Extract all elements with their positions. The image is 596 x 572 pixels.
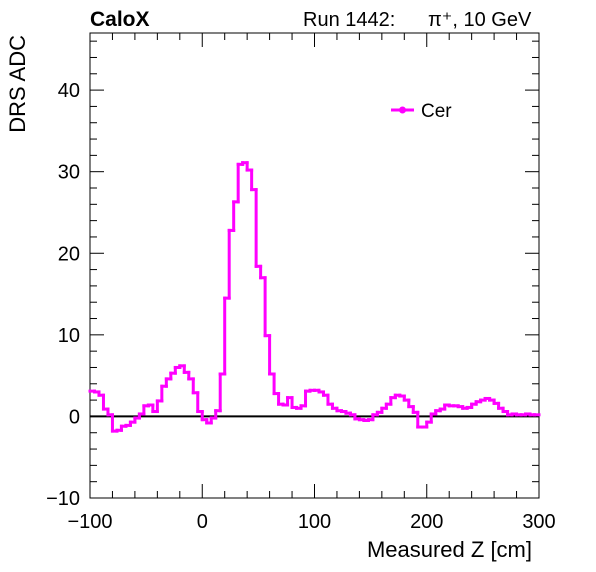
- y-axis-label: DRS ADC: [5, 35, 30, 133]
- legend-label-cer: Cer: [421, 101, 452, 122]
- run-label: Run 1442:: [303, 9, 395, 31]
- x-tick-label: 300: [522, 511, 555, 533]
- experiment-label: CaloX: [90, 8, 150, 31]
- y-tick-label: 30: [58, 162, 80, 184]
- y-tick-label: 20: [58, 243, 80, 265]
- y-tick-label: 0: [69, 406, 80, 428]
- y-axis-ticks: [90, 40, 539, 499]
- y-tick-label: −10: [46, 488, 80, 510]
- beam-label: π⁺, 10 GeV: [428, 9, 532, 31]
- x-tick-label: 200: [410, 511, 443, 533]
- x-axis-ticks: [89, 33, 540, 498]
- x-axis-label: Measured Z [cm]: [367, 537, 532, 562]
- x-tick-label: 0: [197, 511, 208, 533]
- x-tick-label: 100: [298, 511, 331, 533]
- series-layer: [88, 161, 541, 433]
- legend: Cer: [391, 101, 452, 122]
- series-cer: [88, 161, 541, 433]
- x-tick-label: −100: [67, 511, 112, 533]
- y-axis-tick-labels: −10 0 10 20 30 40: [46, 80, 80, 510]
- x-axis-tick-labels: −100 0 100 200 300: [67, 511, 555, 533]
- plot-frame: [89, 32, 540, 499]
- legend-marker-cer: [399, 106, 406, 114]
- y-tick-label: 40: [58, 80, 80, 102]
- y-tick-label: 10: [58, 325, 80, 347]
